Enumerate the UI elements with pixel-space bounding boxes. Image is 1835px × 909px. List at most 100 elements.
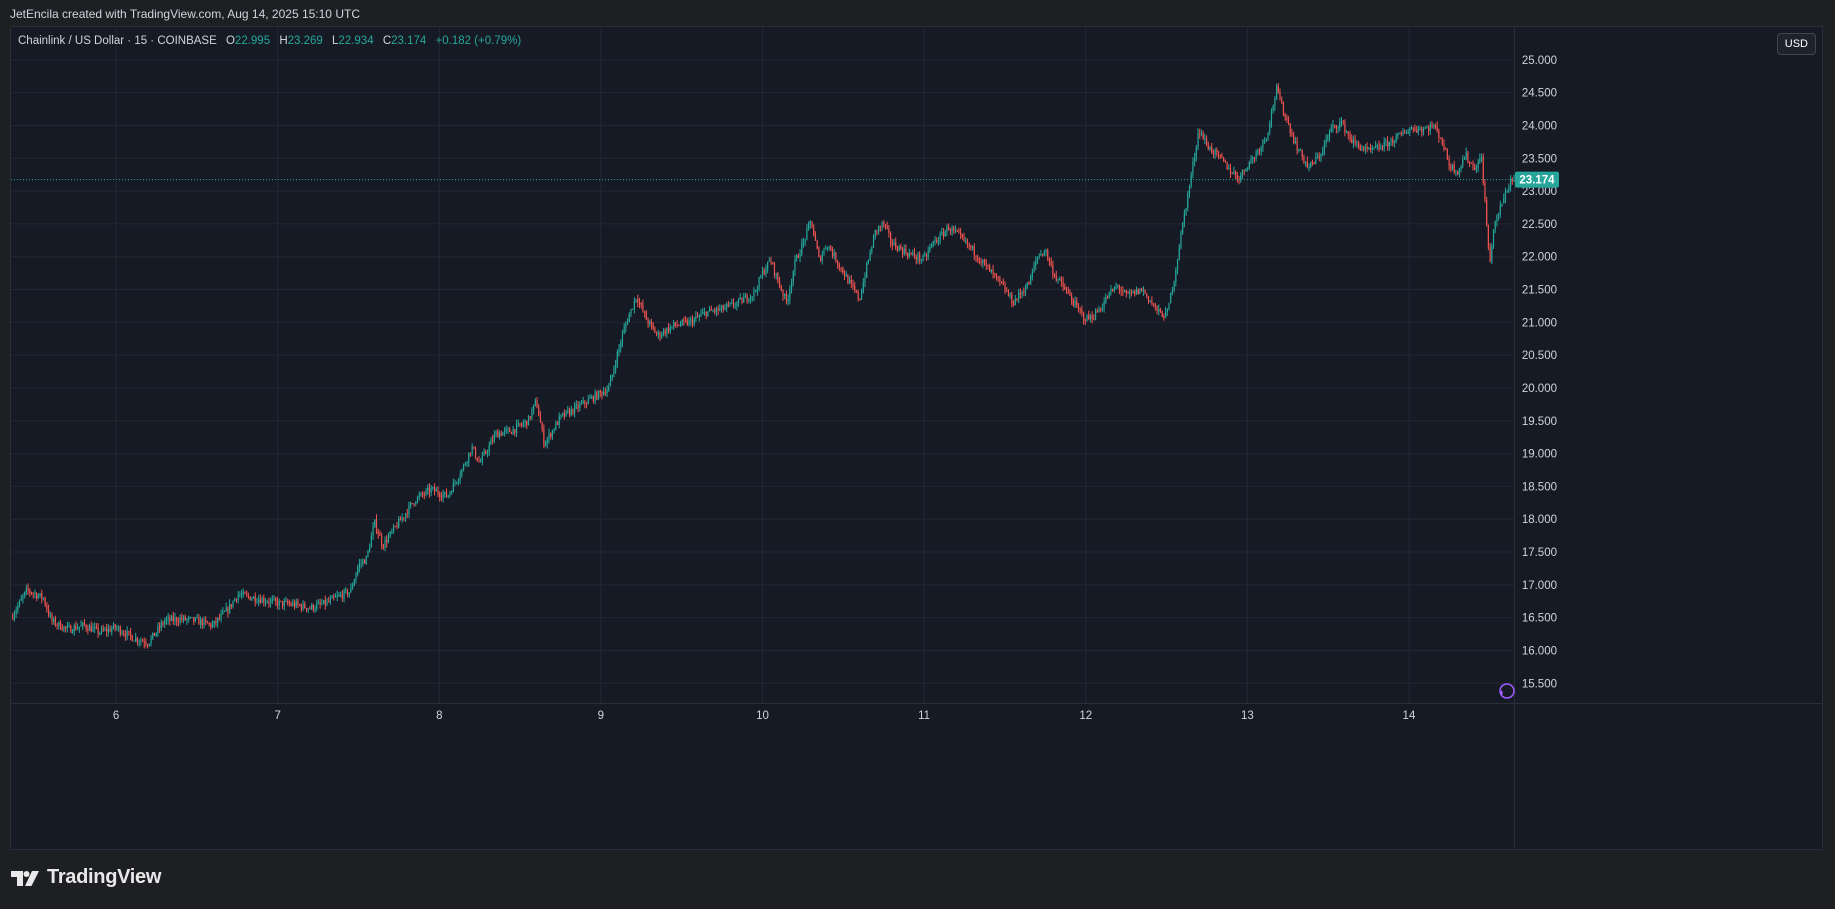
candle-body xyxy=(777,273,779,282)
candle-body xyxy=(854,286,856,291)
candle-body xyxy=(685,320,687,322)
candle-body xyxy=(618,347,620,353)
candle-body xyxy=(399,518,402,521)
candle-body xyxy=(638,302,641,304)
candle-body xyxy=(591,396,593,399)
candle-body xyxy=(1018,292,1020,300)
candle-body xyxy=(553,429,555,431)
candle-body xyxy=(700,314,702,316)
candle-body xyxy=(181,618,183,620)
price-tick-label: 22.000 xyxy=(1522,252,1557,264)
candle-body xyxy=(1108,291,1110,298)
candle-body xyxy=(748,300,750,301)
candle-body xyxy=(290,603,292,606)
candle-body xyxy=(755,290,757,292)
candle-body xyxy=(1089,315,1092,319)
candle-body xyxy=(164,620,166,625)
candle-body xyxy=(724,307,726,310)
candle-body xyxy=(406,513,408,515)
candle-body xyxy=(1228,167,1230,169)
candle-body xyxy=(377,531,379,535)
candle-body xyxy=(625,323,627,328)
candle-body xyxy=(362,560,364,564)
candle-body xyxy=(826,247,829,249)
candle-body xyxy=(794,259,796,272)
candle-body xyxy=(678,325,680,327)
candle-body xyxy=(123,633,125,635)
candle-body xyxy=(1322,151,1324,155)
candle-body xyxy=(1480,157,1483,159)
candle-body xyxy=(546,438,548,444)
candle-body xyxy=(152,632,154,638)
candle-body xyxy=(990,269,992,272)
candle-body xyxy=(1183,213,1185,223)
candle-body xyxy=(398,518,400,528)
candle-body xyxy=(1062,281,1064,287)
candle-body xyxy=(32,593,34,595)
currency-button[interactable]: USD xyxy=(1776,33,1816,55)
candle-body xyxy=(227,607,229,613)
candle-body xyxy=(1392,139,1394,143)
candle-body xyxy=(1132,290,1134,293)
candle-body xyxy=(447,495,449,498)
candle-body xyxy=(637,299,639,303)
candle-body xyxy=(811,221,813,228)
candle-body xyxy=(1004,284,1006,292)
candle-body xyxy=(1202,132,1204,140)
candle-body xyxy=(415,502,417,505)
candle-body xyxy=(707,311,709,317)
candle-body xyxy=(929,247,931,251)
price-chart[interactable]: 15.500 16.000 16.500 17.000 17.500 18.000 18.5… xyxy=(11,27,1823,850)
candle-body xyxy=(389,531,391,537)
candle-body xyxy=(299,604,301,606)
candle-body xyxy=(640,303,642,305)
candle-body xyxy=(1120,289,1122,292)
candle-body xyxy=(630,309,632,315)
candle-body xyxy=(1084,319,1086,322)
candle-body xyxy=(1352,139,1355,144)
time-tick-label: 11 xyxy=(918,710,930,722)
candle-body xyxy=(606,390,608,394)
candle-body xyxy=(140,640,142,642)
candle-body xyxy=(512,429,514,435)
candle-body xyxy=(601,392,603,395)
candle-body xyxy=(671,326,673,327)
candle-body xyxy=(645,312,647,321)
candle-body xyxy=(708,308,711,312)
candle-body xyxy=(596,392,598,400)
candle-body xyxy=(1381,147,1384,149)
candle-body xyxy=(391,530,393,532)
open-label: O xyxy=(225,35,235,47)
candle-body xyxy=(437,490,439,495)
candle-body xyxy=(657,332,659,335)
candle-body xyxy=(1499,204,1501,215)
candle-body xyxy=(169,617,171,621)
candle-body xyxy=(1257,150,1259,154)
candle-body xyxy=(459,475,461,480)
candle-body xyxy=(1197,133,1199,148)
candle-body xyxy=(760,276,762,278)
candle-body xyxy=(847,274,849,284)
candle-body xyxy=(1346,132,1348,133)
candle-body xyxy=(667,327,670,332)
candle-body xyxy=(806,228,808,240)
candle-body xyxy=(977,257,979,261)
candle-body xyxy=(375,519,378,532)
chart-panel[interactable]: 15.500 16.000 16.500 17.000 17.500 18.000 18.5… xyxy=(10,26,1823,850)
price-tick-label: 16.500 xyxy=(1522,613,1557,625)
candle-body xyxy=(1443,143,1445,150)
candle-body xyxy=(1115,286,1117,288)
candle-body xyxy=(604,391,606,394)
candle-body xyxy=(594,392,596,402)
candle-body xyxy=(107,628,109,632)
tradingview-logo[interactable]: TradingView xyxy=(11,866,161,889)
candle-body xyxy=(1185,207,1187,214)
candle-body xyxy=(297,601,299,605)
candle-body xyxy=(695,316,697,319)
candle-body xyxy=(203,619,205,626)
candle-body xyxy=(898,246,900,251)
candle-body xyxy=(1168,303,1170,309)
badge-layer xyxy=(1499,683,1515,699)
candle-body xyxy=(116,627,118,629)
candle-body xyxy=(734,305,736,307)
